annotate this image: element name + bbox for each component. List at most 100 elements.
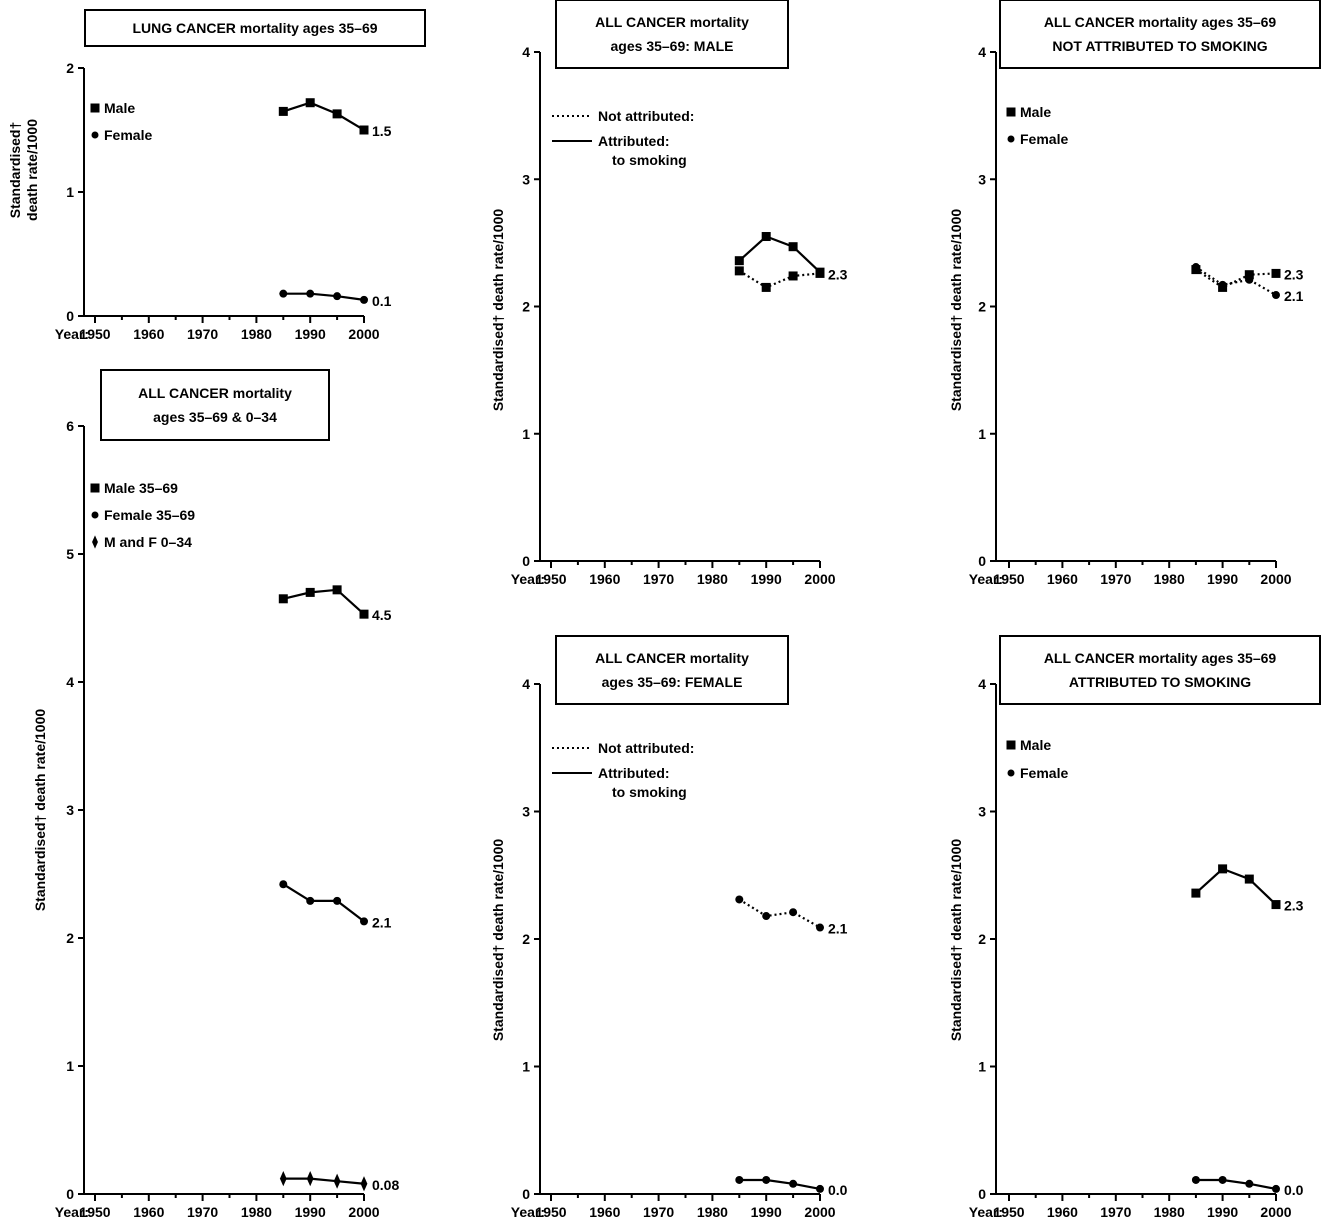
series-line xyxy=(738,269,821,289)
y-tick-label: 1 xyxy=(66,1058,74,1074)
y-axis-label-line: Standardised† death rate/1000 xyxy=(490,839,506,1042)
y-tick-label: 0 xyxy=(522,1186,530,1202)
data-point xyxy=(761,282,771,292)
data-point xyxy=(788,242,798,252)
x-tick-label: 1950 xyxy=(535,571,566,587)
data-point xyxy=(359,125,369,135)
data-point xyxy=(279,289,288,298)
x-tick-label: 1950 xyxy=(993,571,1024,587)
y-tick-label: 1 xyxy=(522,426,530,442)
y-tick-label: 0 xyxy=(66,1186,74,1202)
chart-panel-5: 0 1 2 3 4 Year:1950 1960 1970 1980 1990 2000 Standa… xyxy=(948,0,1321,587)
x-tick-label: 1980 xyxy=(241,1204,272,1220)
x-tick-label: 1980 xyxy=(1154,1204,1185,1220)
y-tick-label: 3 xyxy=(978,804,986,820)
data-point xyxy=(789,1179,798,1188)
legend-label: Female xyxy=(1020,765,1068,781)
y-tick-label: 4 xyxy=(66,674,74,690)
data-point xyxy=(332,109,342,119)
x-tick-label: 1970 xyxy=(643,571,674,587)
chart-title-box xyxy=(555,0,789,69)
y-tick-label: 0 xyxy=(522,553,530,569)
y-tick-label: 2 xyxy=(66,60,74,76)
data-point xyxy=(816,1184,824,1193)
x-tick-label: 1960 xyxy=(589,1204,620,1220)
data-point xyxy=(734,266,744,276)
x-tick-label: 1980 xyxy=(241,326,272,342)
data-point xyxy=(306,289,315,298)
series-line xyxy=(739,1178,821,1190)
x-tick-label: 1990 xyxy=(751,571,782,587)
y-axis-label-line: Standardised† death rate/1000 xyxy=(948,839,964,1042)
data-label: 4.5 xyxy=(372,607,392,623)
data-point xyxy=(735,895,744,904)
y-tick-label: 1 xyxy=(978,426,986,442)
chart-title: ages 35–69 & 0–34 xyxy=(153,409,277,425)
data-point xyxy=(1191,263,1200,272)
data-point xyxy=(360,917,368,926)
series-line xyxy=(283,588,365,615)
x-tick-label: 1970 xyxy=(187,1204,218,1220)
x-tick-label: 1990 xyxy=(1207,1204,1238,1220)
y-axis-label-line: Standardised† death rate/1000 xyxy=(948,209,964,412)
y-axis-label: Standardised† death rate/1000 xyxy=(948,839,964,1042)
x-tick-label: 1990 xyxy=(1207,571,1238,587)
legend-label: M and F 0–34 xyxy=(104,534,192,550)
chart-title: ages 35–69: FEMALE xyxy=(602,674,743,690)
data-label: 2.1 xyxy=(828,921,848,937)
series-line xyxy=(738,235,821,273)
x-tick-label: 2000 xyxy=(804,571,835,587)
y-axis-label: Standardised† death rate/1000 xyxy=(490,209,506,412)
series-line xyxy=(1195,268,1277,289)
data-point xyxy=(360,1176,368,1192)
y-tick-label: 2 xyxy=(66,930,74,946)
data-point xyxy=(333,1173,341,1189)
legend-label: Female xyxy=(1020,131,1068,147)
x-tick-label: 2000 xyxy=(1260,571,1291,587)
data-label: 2.3 xyxy=(1284,898,1304,914)
chart-title: ALL CANCER mortality ages 35–69 xyxy=(1044,650,1277,666)
chart-panel-2: 0 1 2 3 4 5 6 Year:1950 1960 1970 1980 1990 2000 Stan… xyxy=(32,369,399,1220)
data-point xyxy=(278,594,288,604)
data-point xyxy=(333,896,342,905)
data-point xyxy=(762,1175,771,1184)
y-tick-label: 6 xyxy=(66,418,74,434)
data-point xyxy=(1244,874,1254,884)
legend-marker xyxy=(92,535,98,549)
y-tick-label: 3 xyxy=(978,171,986,187)
data-point xyxy=(305,587,315,597)
data-point xyxy=(279,1171,287,1187)
x-tick-label: 1990 xyxy=(295,1204,326,1220)
y-axis-label: Standardised† death rate/1000 xyxy=(32,709,48,912)
x-tick-label: 1980 xyxy=(697,1204,728,1220)
data-label: 2.3 xyxy=(828,266,848,282)
data-label: 0.08 xyxy=(372,1177,399,1193)
y-tick-label: 1 xyxy=(978,1059,986,1075)
chart-title-box xyxy=(84,9,426,47)
legend-label: Attributed: xyxy=(598,133,670,149)
series-line xyxy=(283,1177,365,1185)
x-tick-label: 1970 xyxy=(643,1204,674,1220)
data-point xyxy=(306,1171,314,1187)
data-point xyxy=(1245,1179,1254,1188)
data-point xyxy=(1272,1184,1280,1193)
x-axis-prefix: Year: xyxy=(55,326,89,342)
x-tick-label: 1950 xyxy=(79,326,110,342)
data-point xyxy=(762,912,771,921)
chart-title: ALL CANCER mortality xyxy=(595,14,749,30)
x-axis-prefix: Year: xyxy=(511,1204,545,1220)
legend-label: Male xyxy=(104,100,135,116)
y-tick-label: 5 xyxy=(66,546,74,562)
chart-title: LUNG CANCER mortality ages 35–69 xyxy=(132,20,377,36)
chart-title-box xyxy=(999,0,1321,69)
chart-panel-4: 0 1 2 3 4 Year:1950 1960 1970 1980 1990 2000 Standa… xyxy=(490,635,848,1220)
chart-title: ALL CANCER mortality xyxy=(138,385,292,401)
x-tick-label: 1960 xyxy=(1047,571,1078,587)
data-point xyxy=(332,585,342,595)
series-line xyxy=(282,101,365,131)
series-line xyxy=(1195,266,1277,297)
data-point xyxy=(1191,1175,1200,1184)
data-point xyxy=(1245,275,1254,284)
data-label: 0.1 xyxy=(372,293,392,309)
